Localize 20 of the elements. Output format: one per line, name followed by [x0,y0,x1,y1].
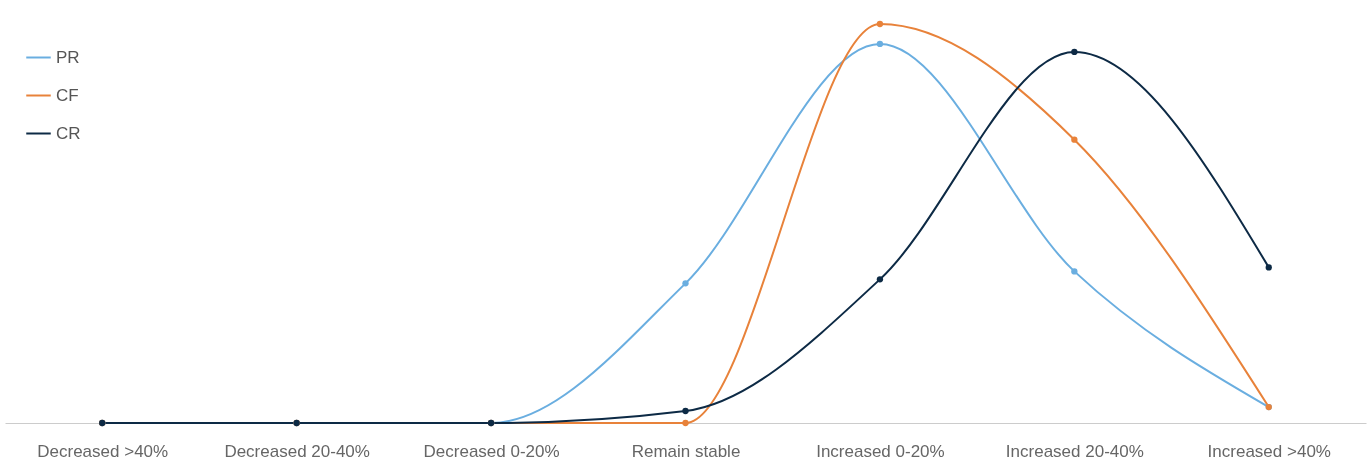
point [876,276,884,283]
point [1265,264,1272,271]
x-tick-label: Decreased 20-40% [224,441,370,461]
point [876,40,884,48]
legend-label: PR [56,47,80,67]
point [682,419,689,427]
x-tick-label: Increased 20-40% [1005,441,1144,461]
point [876,20,884,28]
legend-label: CR [56,123,81,143]
x-tick-label: Decreased >40% [37,441,169,461]
point [1071,136,1078,143]
x-tick-label: Remain stable [631,441,741,461]
point [682,280,689,287]
x-tick-label: Increased 0-20% [816,441,945,461]
point [1071,268,1078,275]
point [1071,48,1078,56]
legend-label: CF [56,85,79,105]
x-tick-label: Decreased 0-20% [423,441,560,461]
x-tick-label: Increased >40% [1207,441,1331,461]
point [682,407,689,415]
